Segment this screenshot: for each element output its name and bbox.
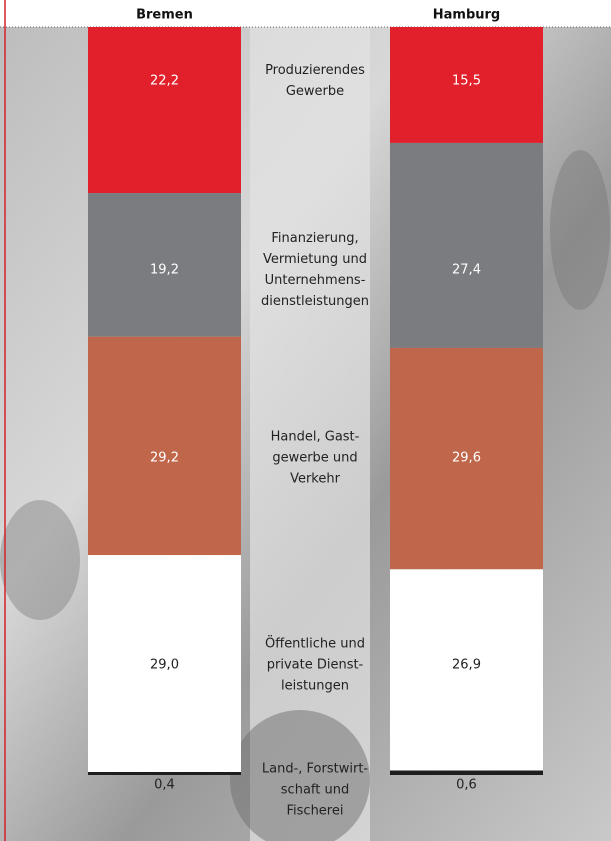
category-label: Finanzierung, (271, 231, 358, 246)
category-label: leistungen (281, 679, 349, 694)
photo-highlight (250, 27, 370, 841)
value-label: 29,6 (452, 451, 481, 466)
bar-segment (390, 347, 543, 570)
bar-segment (88, 772, 241, 775)
category-label: private Dienst- (267, 658, 364, 673)
category-label: gewerbe und (272, 451, 357, 466)
header-background (0, 0, 611, 27)
value-label: 29,0 (150, 658, 179, 673)
category-label: Fischerei (287, 804, 344, 819)
value-label: 15,5 (452, 74, 481, 89)
column-header: Bremen (136, 8, 193, 23)
column-header: Hamburg (433, 8, 500, 23)
bar-segment (390, 27, 543, 143)
value-label: 19,2 (150, 263, 179, 278)
value-label: 0,6 (456, 778, 477, 793)
bar-segment (88, 555, 241, 773)
bar-segment (88, 336, 241, 556)
value-label: 26,9 (452, 658, 481, 673)
category-label: Land-, Forstwirt- (262, 762, 369, 777)
category-label: Gewerbe (286, 84, 344, 99)
photo-shade (0, 500, 80, 620)
value-label: 22,2 (150, 74, 179, 89)
value-label: 29,2 (150, 451, 179, 466)
category-label: Verkehr (290, 472, 341, 487)
bar-segment (390, 142, 543, 348)
category-label: Handel, Gast- (271, 430, 360, 445)
category-label: dienstleistungen (261, 294, 369, 309)
photo-shade (230, 710, 370, 841)
plot: Bremen 22,2 19,2 29,2 29,0 0,4 Hamburg 15,5 27,4… (88, 8, 543, 819)
value-label: 0,4 (154, 778, 175, 793)
category-label: Vermietung und (263, 252, 367, 267)
bar-segment (390, 770, 543, 775)
category-label: Produzierendes (265, 63, 365, 78)
bar-segment (88, 27, 241, 194)
category-label: schaft und (281, 783, 349, 798)
value-label: 27,4 (452, 263, 481, 278)
category-label: Öffentliche und (265, 635, 365, 652)
photo-shade (550, 150, 610, 310)
bar-segment (88, 193, 241, 337)
category-label: Unternehmens- (265, 273, 366, 288)
bar-segment (390, 569, 543, 771)
